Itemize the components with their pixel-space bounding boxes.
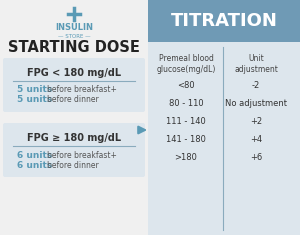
Text: >180: >180 [175,153,197,161]
Text: Unit
adjustment: Unit adjustment [234,54,278,74]
Text: 141 - 180: 141 - 180 [166,134,206,144]
FancyBboxPatch shape [3,58,145,112]
Text: FPG < 180 mg/dL: FPG < 180 mg/dL [27,68,121,78]
Text: Premeal blood
glucose(mg/dL): Premeal blood glucose(mg/dL) [156,54,216,74]
Text: STARTING DOSE: STARTING DOSE [8,40,140,55]
Text: 6 units: 6 units [17,150,52,160]
Text: No adjustment: No adjustment [225,98,287,107]
Text: 5 units: 5 units [17,86,52,94]
Text: before dinner: before dinner [47,161,99,169]
FancyBboxPatch shape [148,0,300,42]
Text: +2: +2 [250,117,262,125]
Text: 6 units: 6 units [17,161,52,169]
FancyBboxPatch shape [0,0,148,235]
Text: +6: +6 [250,153,262,161]
Text: before dinner: before dinner [47,95,99,105]
Text: 5 units: 5 units [17,95,52,105]
Text: before breakfast+: before breakfast+ [47,150,117,160]
Text: -2: -2 [252,81,260,90]
Text: INSULIN: INSULIN [55,24,93,32]
Text: 80 - 110: 80 - 110 [169,98,203,107]
Text: — STORE —: — STORE — [58,34,90,39]
Text: <80: <80 [177,81,195,90]
Text: +4: +4 [250,134,262,144]
Text: TITRATION: TITRATION [171,12,278,30]
FancyBboxPatch shape [148,0,300,235]
Text: 111 - 140: 111 - 140 [166,117,206,125]
Text: FPG ≥ 180 mg/dL: FPG ≥ 180 mg/dL [27,133,121,143]
FancyBboxPatch shape [3,123,145,177]
Text: before breakfast+: before breakfast+ [47,86,117,94]
